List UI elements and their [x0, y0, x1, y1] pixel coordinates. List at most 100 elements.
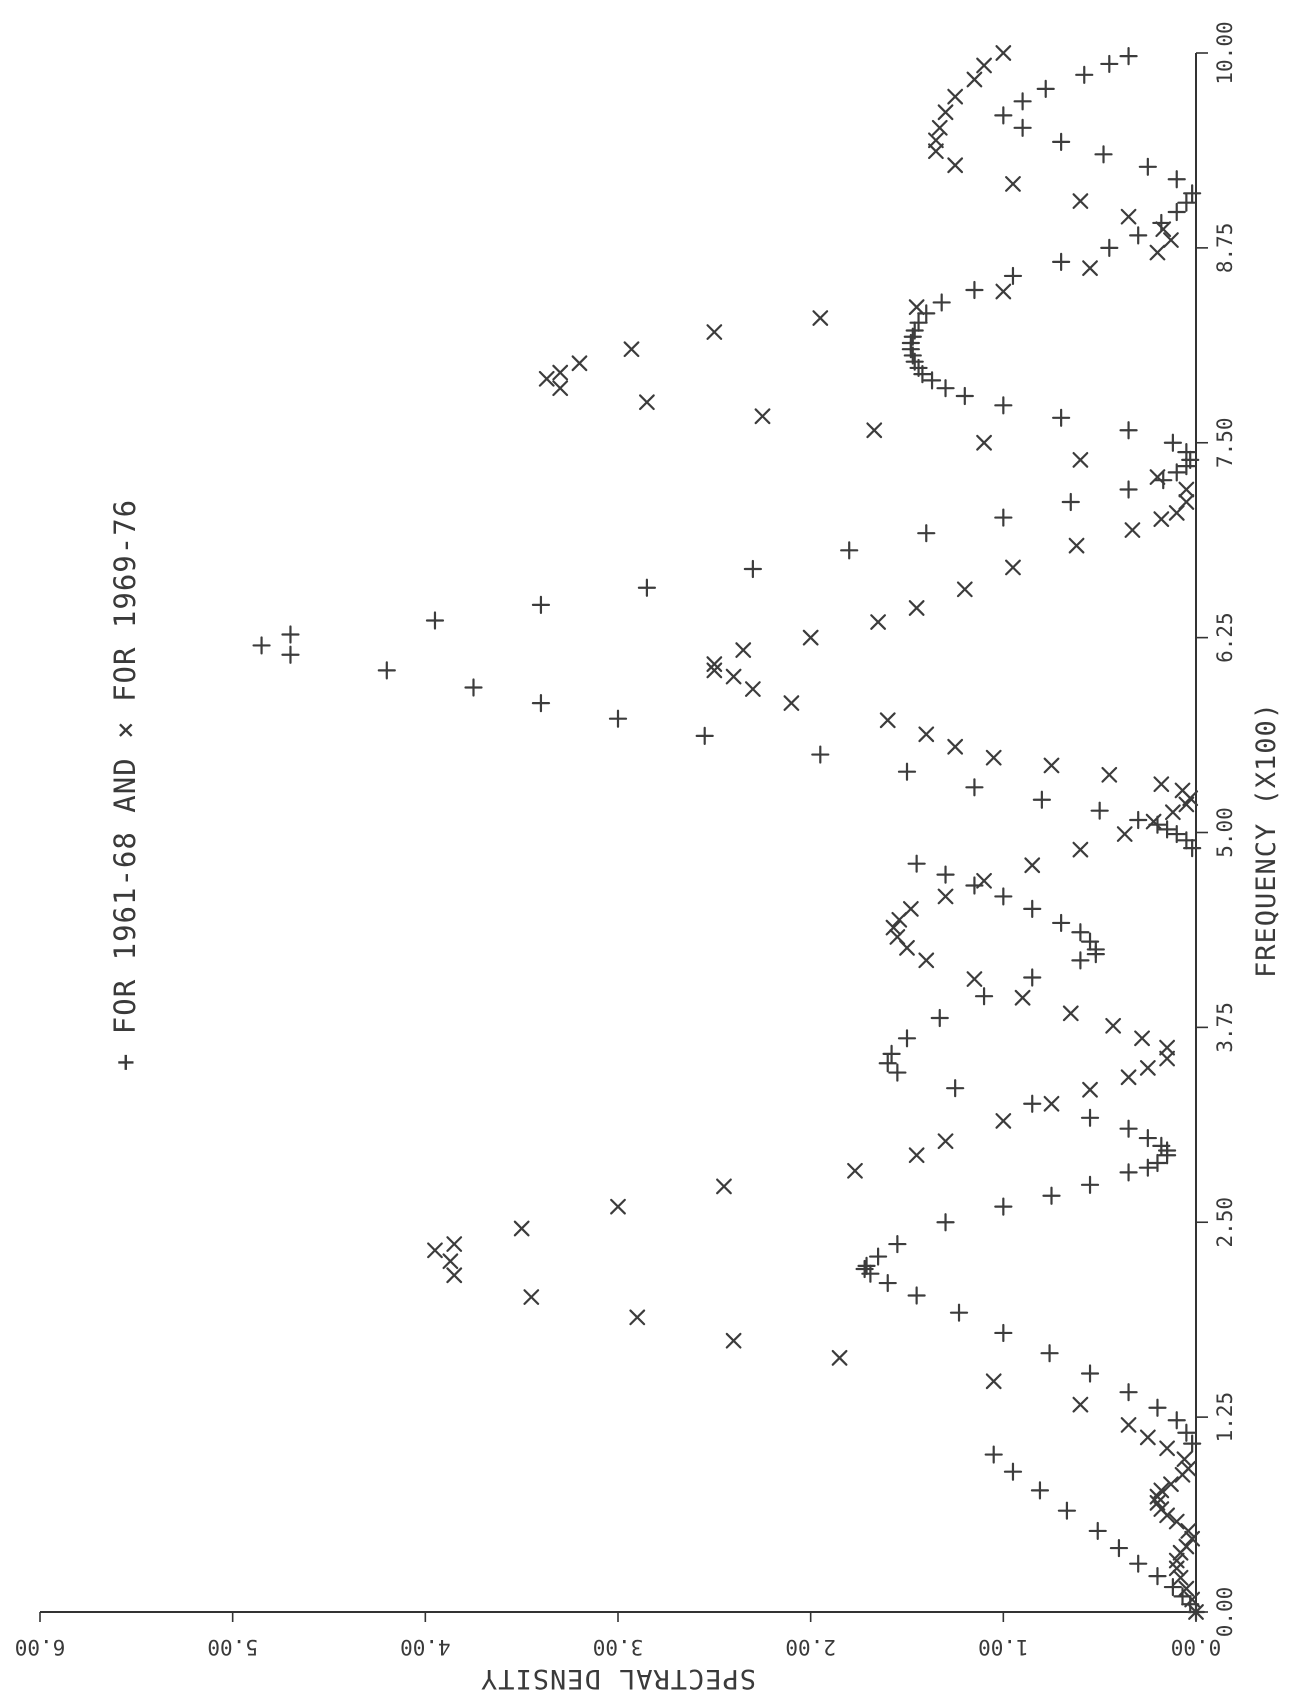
point-1969-76 — [885, 919, 902, 936]
point-1961-68 — [1177, 831, 1196, 850]
point-1969-76 — [995, 1113, 1012, 1129]
point-1969-76 — [1105, 1017, 1122, 1034]
point-1969-76 — [706, 324, 723, 340]
density-tick-label: 2.00 — [785, 1635, 836, 1659]
point-1969-76 — [1145, 813, 1162, 830]
point-1961-68 — [1119, 1119, 1138, 1138]
point-1969-76 — [985, 1373, 1002, 1390]
point-1961-68 — [922, 371, 942, 390]
point-1969-76 — [783, 695, 800, 712]
point-1961-68 — [1057, 1501, 1077, 1520]
point-1969-76 — [725, 668, 742, 685]
point-1961-68 — [1030, 1481, 1050, 1500]
point-1961-68 — [1177, 443, 1196, 462]
point-1969-76 — [976, 872, 992, 889]
frequency-tick-label: 8.75 — [1213, 223, 1237, 274]
point-1969-76 — [1101, 766, 1118, 783]
point-1969-76 — [937, 1133, 954, 1150]
point-1969-76 — [1184, 1591, 1201, 1608]
point-1969-76 — [1072, 1396, 1089, 1413]
point-1969-76 — [1005, 559, 1021, 576]
point-1969-76 — [552, 364, 569, 381]
point-1969-76 — [931, 119, 948, 136]
point-1969-76 — [538, 370, 555, 387]
point-1961-68 — [917, 524, 936, 543]
point-1961-68 — [1177, 193, 1196, 212]
point-1961-68 — [994, 1197, 1013, 1216]
plot-frame — [40, 53, 1197, 1613]
point-1969-76 — [623, 341, 640, 358]
point-1961-68 — [1100, 54, 1119, 74]
point-1969-76 — [1176, 1451, 1193, 1468]
point-1961-68 — [252, 636, 271, 655]
point-1961-68 — [377, 661, 396, 680]
point-1969-76 — [1174, 782, 1191, 799]
point-1969-76 — [1159, 1039, 1176, 1056]
point-1961-68 — [1052, 913, 1071, 933]
point-1969-76 — [902, 900, 919, 917]
point-1961-68 — [1148, 1153, 1167, 1173]
point-1961-68 — [946, 1079, 965, 1098]
point-1969-76 — [918, 952, 935, 969]
point-1961-68 — [1138, 1128, 1157, 1148]
point-1961-68 — [637, 578, 657, 597]
point-1961-68 — [1119, 47, 1138, 66]
point-1969-76 — [1005, 176, 1021, 192]
point-1961-68 — [1061, 492, 1080, 512]
density-tick-label: 5.00 — [207, 1635, 258, 1659]
point-1961-68 — [878, 1273, 897, 1293]
density-tick-label: 4.00 — [400, 1635, 451, 1659]
point-1969-76 — [1014, 989, 1031, 1006]
point-1969-76 — [725, 1332, 742, 1349]
point-1969-76 — [427, 1242, 443, 1259]
frequency-tick-label: 0.00 — [1213, 1587, 1237, 1638]
density-axis-ticks: 0.00 1.00 2.00 3.00 4.00 5.00 6.00 — [15, 1612, 1221, 1659]
point-1969-76 — [976, 434, 992, 451]
point-1969-76 — [1168, 1552, 1185, 1569]
point-1961-68 — [1167, 824, 1186, 844]
point-1969-76 — [523, 1289, 540, 1305]
point-1969-76 — [927, 143, 944, 160]
point-1969-76 — [446, 1236, 463, 1252]
point-1969-76 — [918, 726, 935, 743]
point-1969-76 — [908, 600, 925, 616]
point-1961-68 — [994, 106, 1013, 125]
point-1961-68 — [1052, 132, 1071, 151]
point-1969-76 — [802, 629, 819, 646]
point-1961-68 — [1167, 202, 1186, 222]
point-1969-76 — [879, 712, 896, 729]
point-1969-76 — [513, 1220, 530, 1237]
point-1961-68 — [1109, 1538, 1129, 1558]
point-1961-68 — [1183, 184, 1202, 203]
point-1969-76 — [571, 355, 588, 372]
point-1969-76 — [947, 157, 964, 174]
point-1961-68 — [1003, 266, 1023, 286]
point-1961-68 — [1163, 1577, 1182, 1597]
point-1961-68 — [1080, 932, 1100, 951]
point-1969-76 — [870, 614, 887, 630]
density-tick-label: 6.00 — [15, 1635, 66, 1659]
point-1969-76 — [1149, 244, 1166, 261]
point-1969-76 — [1178, 1580, 1195, 1597]
point-1969-76 — [552, 380, 569, 397]
point-1961-68 — [857, 1256, 876, 1276]
point-1969-76 — [706, 656, 723, 673]
point-1969-76 — [908, 299, 925, 316]
point-1969-76 — [1124, 522, 1141, 538]
point-1969-76 — [1159, 1440, 1176, 1457]
point-1961-68 — [1177, 1423, 1196, 1442]
point-1961-68 — [1148, 1567, 1167, 1586]
point-1961-68 — [1052, 408, 1071, 427]
point-1961-68 — [1181, 450, 1200, 469]
point-1961-68 — [1032, 790, 1051, 809]
point-1961-68 — [1138, 1158, 1157, 1177]
point-1961-68 — [281, 625, 300, 644]
point-1969-76 — [1139, 1429, 1156, 1446]
point-1961-68 — [897, 1029, 917, 1048]
point-1969-76 — [1072, 451, 1089, 468]
point-1969-76 — [1163, 232, 1179, 248]
point-1969-76 — [754, 408, 771, 425]
frequency-tick-label: 2.50 — [1213, 1197, 1237, 1248]
point-1969-76 — [1134, 1030, 1150, 1047]
point-1961-68 — [1154, 471, 1173, 490]
